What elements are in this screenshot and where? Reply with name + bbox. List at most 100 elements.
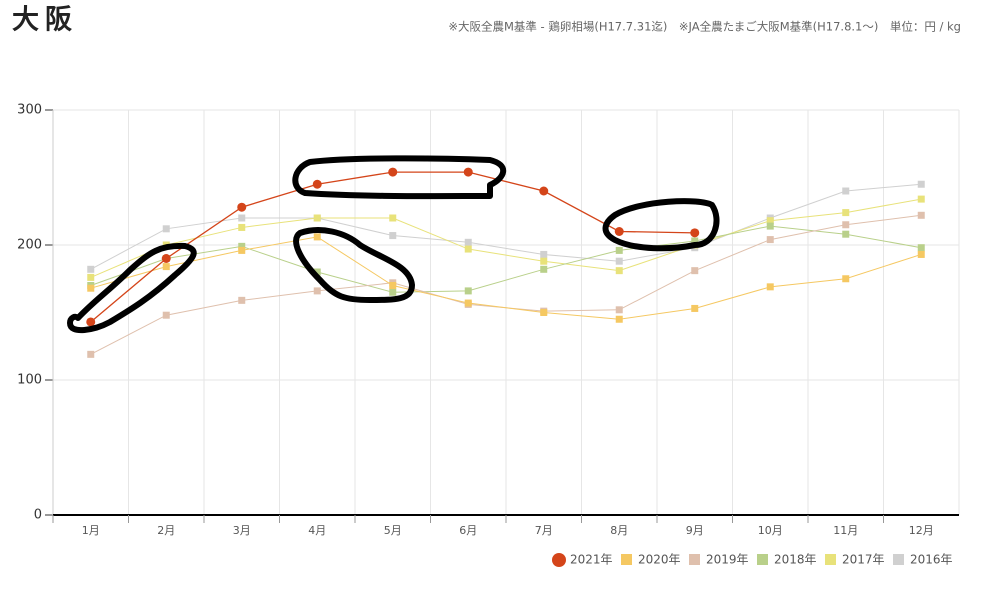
legend-item: 2021年 bbox=[552, 553, 613, 567]
point bbox=[766, 283, 774, 291]
point bbox=[388, 167, 398, 177]
legend-label: 2021年 bbox=[570, 553, 613, 567]
x-tick-label: 1月 bbox=[82, 524, 100, 537]
point bbox=[691, 304, 699, 312]
scribble bbox=[602, 198, 720, 252]
point bbox=[917, 211, 925, 219]
point bbox=[842, 209, 850, 217]
point bbox=[691, 267, 699, 275]
y-tick-label: 100 bbox=[17, 373, 42, 388]
point bbox=[615, 306, 623, 314]
series-line bbox=[90, 183, 922, 270]
legend-label: 2018年 bbox=[774, 553, 817, 567]
point bbox=[766, 222, 774, 230]
x-tick-label: 6月 bbox=[459, 524, 477, 537]
scribble bbox=[293, 227, 415, 303]
legend-marker bbox=[825, 554, 836, 565]
x-tick-label: 4月 bbox=[308, 524, 326, 537]
point bbox=[464, 245, 472, 253]
point bbox=[464, 299, 472, 307]
point bbox=[615, 315, 623, 323]
point bbox=[842, 275, 850, 283]
legend-marker bbox=[552, 553, 566, 567]
point bbox=[238, 214, 246, 222]
x-tick-label: 8月 bbox=[610, 524, 628, 537]
point bbox=[313, 214, 321, 222]
x-tick-label: 7月 bbox=[535, 524, 553, 537]
legend-label: 2019年 bbox=[706, 553, 749, 567]
scribbles bbox=[67, 155, 720, 334]
point bbox=[540, 265, 548, 273]
point bbox=[162, 263, 170, 271]
point bbox=[161, 254, 171, 263]
y-tick-label: 300 bbox=[17, 103, 42, 118]
point bbox=[615, 267, 623, 275]
point bbox=[162, 225, 170, 233]
point bbox=[87, 284, 95, 292]
scribble bbox=[67, 242, 197, 334]
point bbox=[842, 187, 850, 195]
point bbox=[691, 237, 699, 245]
legend-label: 2020年 bbox=[638, 553, 681, 567]
point bbox=[238, 246, 246, 254]
point bbox=[917, 180, 925, 188]
point bbox=[238, 223, 246, 231]
point bbox=[87, 273, 95, 281]
point bbox=[842, 230, 850, 238]
point bbox=[540, 309, 548, 316]
legend-item: 2019年 bbox=[689, 553, 749, 567]
point bbox=[615, 246, 623, 254]
y-tick-label: 0 bbox=[34, 508, 42, 523]
legend-item: 2020年 bbox=[621, 553, 681, 567]
point bbox=[464, 238, 472, 246]
point bbox=[389, 214, 397, 222]
point bbox=[766, 217, 774, 225]
point bbox=[540, 250, 548, 258]
x-tick-label: 11月 bbox=[833, 524, 858, 537]
point bbox=[313, 233, 321, 241]
series-line bbox=[90, 236, 922, 320]
point bbox=[87, 350, 95, 358]
point bbox=[690, 228, 700, 238]
point bbox=[389, 282, 397, 289]
x-tick-label: 5月 bbox=[384, 524, 402, 537]
series-line bbox=[90, 198, 922, 278]
y-tick-label: 200 bbox=[17, 238, 42, 253]
legend-marker bbox=[893, 554, 904, 565]
series-line bbox=[90, 225, 922, 293]
point bbox=[540, 257, 548, 265]
point bbox=[766, 236, 774, 244]
legend-item: 2017年 bbox=[825, 553, 885, 567]
point bbox=[237, 202, 247, 212]
point bbox=[614, 227, 624, 236]
legend-item: 2016年 bbox=[893, 553, 953, 567]
point bbox=[389, 232, 397, 240]
legend-item: 2018年 bbox=[757, 553, 817, 567]
x-tick-label: 9月 bbox=[686, 524, 704, 537]
x-tick-label: 12月 bbox=[909, 524, 934, 537]
scribble bbox=[292, 155, 507, 200]
point bbox=[389, 288, 397, 296]
plot-area: 0 100 200 300 1月 2月 3月 4月 5月 6月 7月 8月 9月 10月 11月 12月 bbox=[17, 103, 960, 537]
point bbox=[917, 244, 925, 252]
point bbox=[917, 195, 925, 203]
x-tick-label: 2月 bbox=[157, 524, 175, 537]
point bbox=[313, 268, 321, 276]
x-tick-label: 3月 bbox=[233, 524, 251, 537]
point bbox=[313, 287, 321, 295]
point bbox=[238, 296, 246, 304]
chart-title: 大阪 bbox=[12, 5, 78, 36]
point bbox=[463, 167, 473, 177]
point bbox=[842, 221, 850, 229]
legend-marker bbox=[689, 554, 700, 565]
legend-label: 2016年 bbox=[910, 553, 953, 567]
legend-label: 2017年 bbox=[842, 553, 885, 567]
legend-marker bbox=[757, 554, 768, 565]
point bbox=[464, 287, 472, 295]
legend-marker bbox=[621, 554, 632, 565]
point bbox=[312, 179, 322, 189]
chart-subtitle: ※大阪全農M基準 - 鶏卵相場(H17.7.31迄) ※JA全農たまご大阪M基準… bbox=[448, 20, 961, 34]
x-tick-label: 10月 bbox=[758, 524, 783, 537]
point bbox=[615, 257, 623, 265]
point bbox=[539, 186, 549, 196]
